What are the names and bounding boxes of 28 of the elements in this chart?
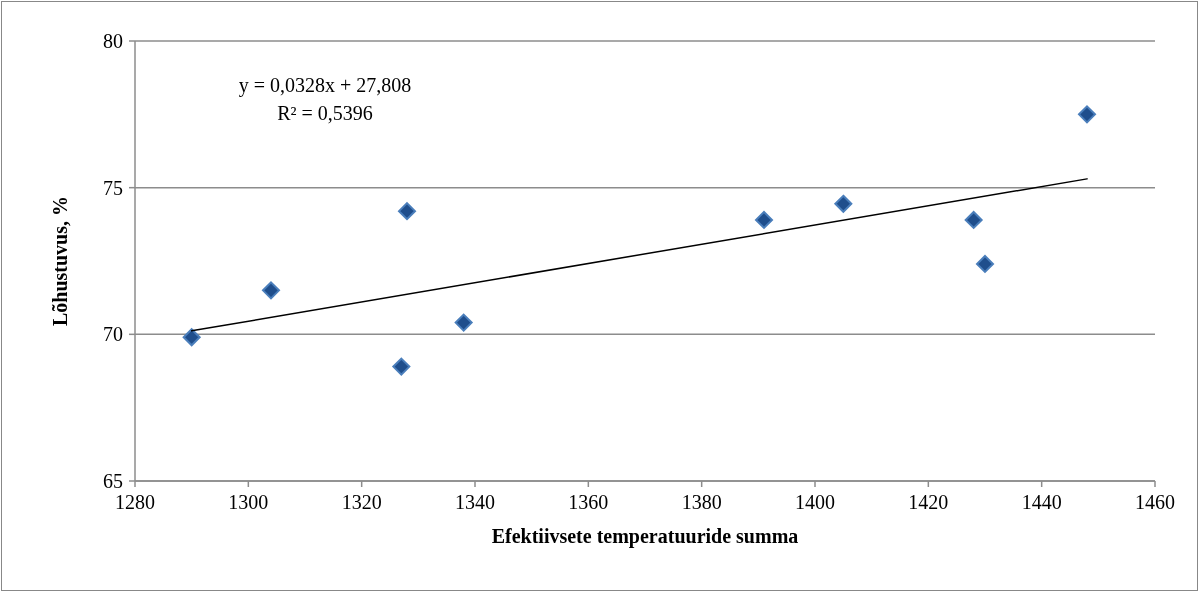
point — [755, 210, 773, 229]
y-tick-label: 80 — [103, 30, 123, 52]
y-tick-label: 70 — [103, 323, 123, 346]
point — [964, 210, 983, 229]
x-tick-label: 1440 — [1021, 491, 1062, 513]
x-tick-label: 1400 — [795, 491, 835, 513]
x-tick-label: 1280 — [115, 491, 155, 513]
point — [976, 254, 994, 273]
x-tick-label: 1420 — [908, 491, 949, 513]
x-axis-title: Efektiivsete temperatuuride summa — [491, 525, 799, 548]
x-tick-label: 1460 — [1135, 491, 1175, 513]
point — [262, 281, 280, 300]
x-tick-label: 1300 — [228, 491, 269, 513]
point — [1078, 105, 1096, 124]
y-tick-label: 75 — [103, 176, 123, 199]
point — [182, 328, 201, 347]
y-tick-label: 65 — [103, 470, 123, 492]
point — [392, 357, 411, 376]
annotation: y = 0,0328x + 27,808 — [238, 74, 412, 97]
y-axis-title: Lõhustuvus, % — [49, 195, 71, 327]
point — [834, 194, 853, 213]
point — [454, 313, 473, 332]
x-tick-label: 1380 — [681, 491, 722, 513]
x-tick-label: 1320 — [341, 491, 382, 513]
point — [398, 202, 416, 221]
x-tick-label: 1360 — [568, 491, 609, 513]
x-tick-label: 1340 — [455, 491, 495, 513]
annotation: R² = 0,5396 — [277, 102, 373, 124]
